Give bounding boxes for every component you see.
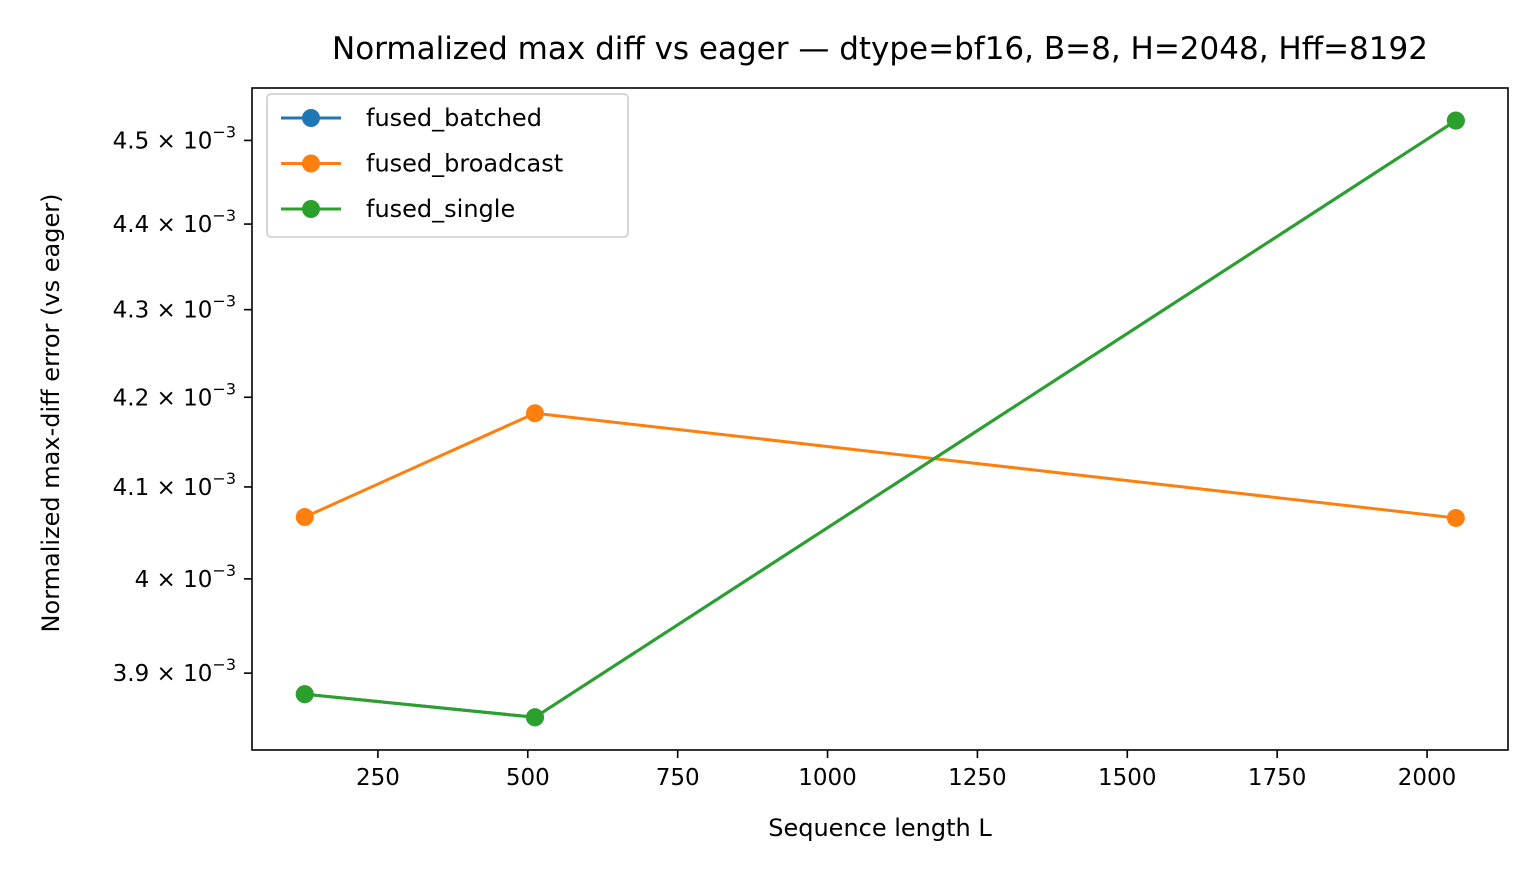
data-point-fused-broadcast <box>295 508 314 527</box>
legend-marker-fused-broadcast <box>302 154 320 173</box>
legend-marker-fused-single <box>302 200 320 218</box>
x-tick-label: 1750 <box>1248 765 1307 791</box>
y-tick-label: 4.1 × 10−3 <box>113 469 236 501</box>
data-point-fused-broadcast <box>525 404 544 423</box>
x-tick-label: 750 <box>656 765 700 791</box>
plot-frame <box>251 87 1509 751</box>
series-group <box>295 111 1465 727</box>
x-tick-label: 500 <box>506 765 550 791</box>
x-tick-label: 1000 <box>798 765 857 791</box>
y-tick-label: 3.9 × 10−3 <box>113 655 236 687</box>
y-axis: 3.9 × 10−3 4 × 10−3 4.1 × 10−3 4.2 × 10−3 4.… <box>113 122 252 687</box>
chart-title: Normalized max diff vs eager — dtype=bf1… <box>332 31 1428 67</box>
x-tick-label: 2000 <box>1398 765 1457 791</box>
y-tick-label: 4.5 × 10−3 <box>113 122 236 154</box>
data-point-fused-single <box>295 685 314 704</box>
y-tick-label: 4.3 × 10−3 <box>113 292 236 324</box>
data-point-fused-single <box>525 708 544 727</box>
data-point-fused-broadcast <box>1446 508 1465 527</box>
legend-label-fused-single: fused_single <box>366 195 515 223</box>
x-axis: 250 500 750 1000 1250 1500 1750 2000 <box>356 750 1456 791</box>
legend-label-fused-broadcast: fused_broadcast <box>366 150 563 178</box>
legend-marker-fused-batched <box>302 109 320 127</box>
y-tick-label: 4 × 10−3 <box>135 561 236 593</box>
y-axis-label: Normalized max-diff error (vs eager) <box>37 194 65 633</box>
x-tick-label: 1500 <box>1098 765 1157 791</box>
legend-box <box>266 93 629 238</box>
y-tick-label: 4.2 × 10−3 <box>113 379 236 411</box>
y-tick-label: 4.4 × 10−3 <box>113 206 236 238</box>
x-axis-label: Sequence length L <box>768 814 992 842</box>
legend-label-fused-batched: fused_batched <box>366 104 542 132</box>
data-point-fused-single <box>1446 111 1465 130</box>
x-tick-label: 250 <box>356 765 400 791</box>
x-tick-label: 1250 <box>948 765 1007 791</box>
legend: fused_batched fused_broadcast fused_single <box>266 93 629 238</box>
